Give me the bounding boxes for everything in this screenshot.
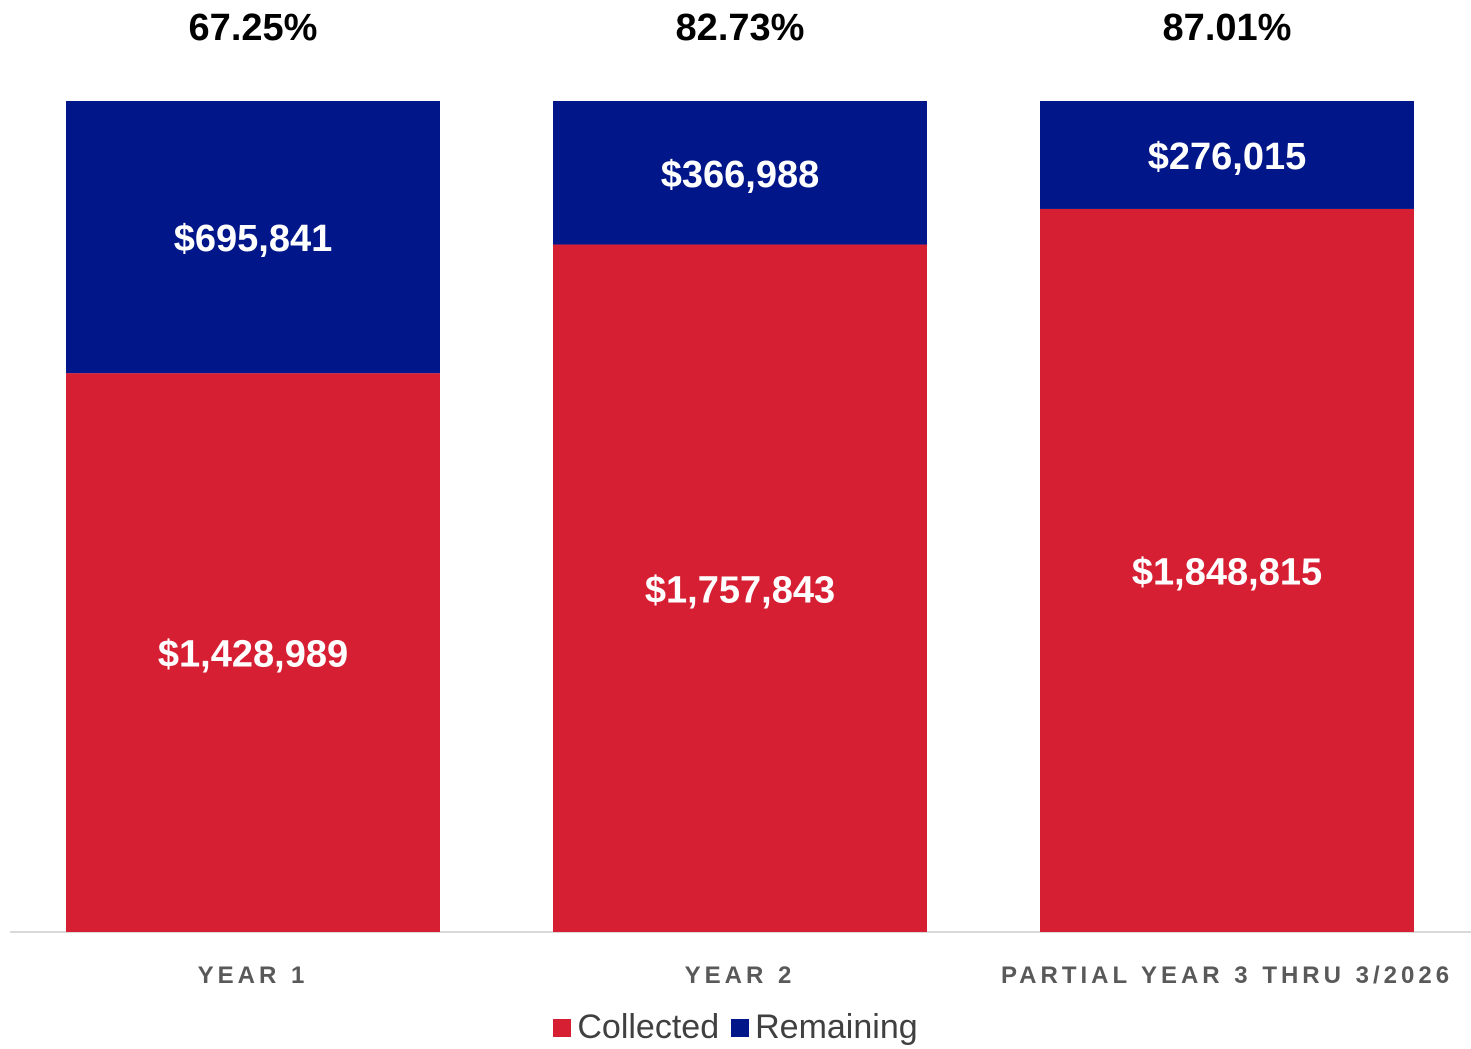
data-label-collected-2: $1,757,843	[645, 569, 835, 611]
data-label-remaining-1: $695,841	[174, 218, 333, 260]
percent-label-2: 82.73%	[676, 7, 805, 49]
legend-label-collected: Collected	[577, 1008, 720, 1046]
percent-label-3: 87.01%	[1163, 7, 1292, 49]
category-label-3: PARTIAL YEAR 3 THRU 3/2026	[1001, 962, 1453, 989]
bar-remaining-3	[1040, 101, 1414, 209]
legend-item-collected: Collected	[553, 1008, 719, 1047]
labels-group: $1,428,989 $695,841 67.25% YEAR 1 $1,757,843…	[158, 7, 1453, 989]
legend: Collected Remaining	[0, 1008, 1471, 1047]
data-label-remaining-3: $276,015	[1148, 136, 1307, 178]
category-label-1: YEAR 1	[198, 962, 309, 989]
legend-swatch-remaining	[731, 1018, 750, 1037]
bar-collected-2	[553, 244, 927, 932]
bar-collected-3	[1040, 208, 1414, 933]
data-label-collected-1: $1,428,989	[158, 634, 348, 676]
bar-collected-1	[66, 373, 440, 932]
bar-remaining-2	[553, 101, 927, 245]
legend-label-remaining: Remaining	[755, 1008, 918, 1046]
percent-label-1: 67.25%	[189, 7, 318, 49]
bar-remaining-1	[66, 101, 440, 374]
bars-group	[66, 101, 1414, 933]
data-label-remaining-2: $366,988	[661, 154, 820, 196]
data-label-collected-3: $1,848,815	[1132, 551, 1322, 593]
legend-swatch-collected	[553, 1018, 572, 1037]
category-label-2: YEAR 2	[685, 962, 796, 989]
legend-item-remaining: Remaining	[731, 1008, 918, 1047]
